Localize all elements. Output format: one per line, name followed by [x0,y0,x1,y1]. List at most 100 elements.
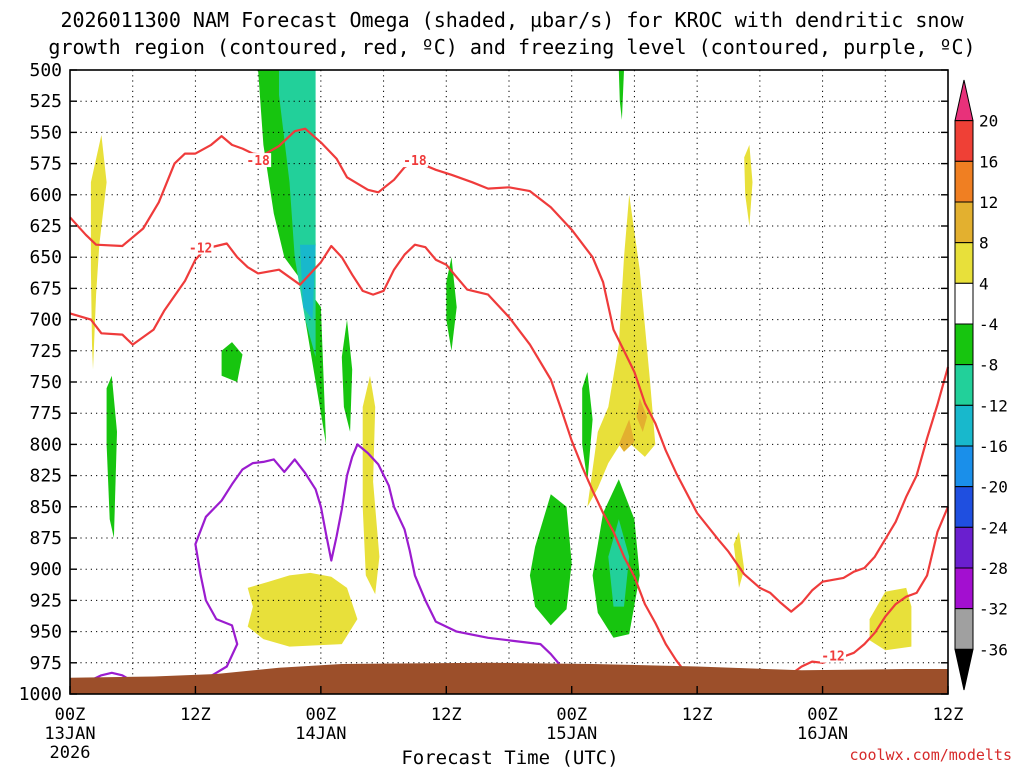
colorbar-swatch [954,242,974,284]
colorbar-label: -36 [979,640,1008,659]
contour-label-bg [820,648,847,663]
omega-region-17 [446,257,457,351]
y-tick-label: 925 [29,590,62,611]
omega-region-14 [733,531,745,588]
colorbar-label: -28 [979,559,1008,578]
y-tick-label: 875 [29,528,62,549]
x-tick-date: 16JAN [797,724,848,744]
omega-region-7 [618,419,635,452]
y-tick-label: 650 [29,247,62,268]
colorbar-label: 8 [979,234,989,253]
terrain-layer [70,662,948,694]
x-tick-label: 00Z [807,705,838,725]
colorbar-swatch [954,201,974,244]
y-tick-label: 750 [29,372,62,393]
y-tick-label: 625 [29,216,62,237]
omega-region-12 [869,587,912,651]
omega-region-8 [636,398,647,432]
omega-region-2 [300,244,316,320]
x-tick-year: 2026 [50,743,91,763]
colorbar-label: -16 [979,437,1008,456]
contour-0c-freezing-level [90,443,573,687]
colorbar-label: 20 [979,112,998,131]
contour-labels: -18 -18 -12 -12 [187,153,847,665]
contour--18c-isotherm [69,127,950,613]
colorbar-swatch [954,323,974,366]
y-tick-label: 500 [29,60,62,81]
colorbar-swatch [954,160,974,203]
x-tick-label: 00Z [55,705,86,725]
x-tick-label: 12Z [682,705,713,725]
x-tick-label: 12Z [933,705,964,725]
contour--12c-isotherm [69,242,688,675]
chart-title-line1: 2026011300 NAM Forecast Omega (shaded, µ… [60,8,964,32]
chart-title-line2: growth region (contoured, red, ºC) and f… [48,35,975,59]
x-tick-label: 00Z [305,705,336,725]
y-tick-label: 725 [29,341,62,362]
omega-region-18 [582,372,593,482]
credit-text[interactable]: coolwx.com/modelts [849,746,1012,764]
colorbar-label: -12 [979,396,1008,415]
colorbar: 20 16 12 8 4 -4 -8 -12 -16 -20 -24 -28 -32 -36 [954,79,1008,691]
y-tick-label: 850 [29,497,62,518]
contour-label: -12 [821,650,844,665]
contour-layer [69,127,950,687]
colorbar-label: -24 [979,518,1008,537]
colorbar-swatch [954,282,974,325]
y-tick-label: 900 [29,559,62,580]
x-tick-label: 12Z [431,705,462,725]
y-tick-label: 575 [29,154,62,175]
y-axis: 500 525 550 575 600 625 650 675 700 725 750 775 800 8… [19,60,948,705]
colorbar-label: -4 [979,315,998,334]
terrain-surface [70,662,948,694]
y-tick-label: 550 [29,122,62,143]
y-tick-label: 675 [29,278,62,299]
y-tick-label: 825 [29,466,62,487]
omega-shading-layer [90,70,912,651]
contour--12c-isotherm-east [790,506,950,675]
colorbar-label: 4 [979,274,989,293]
x-tick-date: 14JAN [295,724,346,744]
x-tick-date: 15JAN [546,724,597,744]
omega-region-11 [362,375,380,595]
colorbar-swatch [954,567,974,610]
omega-region-20 [341,319,353,432]
omega-region-9 [247,572,358,647]
y-tick-label: 600 [29,185,62,206]
colorbar-label: 16 [979,152,998,171]
omega-region-13 [744,144,753,226]
colorbar-bottom-arrow [954,648,974,691]
y-tick-label: 775 [29,403,62,424]
x-tick-label: 00Z [556,705,587,725]
colorbar-label: -8 [979,356,998,375]
omega-region-19 [618,70,624,120]
omega-region-10 [90,134,107,370]
omega-region-16 [106,375,117,538]
colorbar-label: -20 [979,478,1008,497]
y-tick-label: 975 [29,653,62,674]
colorbar-swatch [954,404,974,447]
x-tick-date: 13JAN [44,724,95,744]
omega-region-3 [529,494,572,626]
y-tick-label: 700 [29,310,62,331]
colorbar-label: -32 [979,600,1008,619]
omega-region-15 [221,342,243,382]
contour-label-bg [245,153,272,168]
x-axis-label: Forecast Time (UTC) [401,747,618,768]
contour-label: -18 [403,154,427,169]
colorbar-swatch [954,120,974,162]
colorbar-swatch [954,445,974,488]
y-tick-label: 800 [29,434,62,455]
contour-label-bg [401,153,428,168]
colorbar-swatch [954,486,974,528]
omega-region-5 [608,519,630,607]
contour-label: -18 [246,154,270,169]
colorbar-swatch [954,364,974,406]
y-tick-label: 1000 [19,684,62,705]
colorbar-label: 12 [979,193,998,212]
contour-label: -12 [189,241,212,256]
colorbar-swatch [954,608,974,650]
y-tick-label: 525 [29,91,62,112]
